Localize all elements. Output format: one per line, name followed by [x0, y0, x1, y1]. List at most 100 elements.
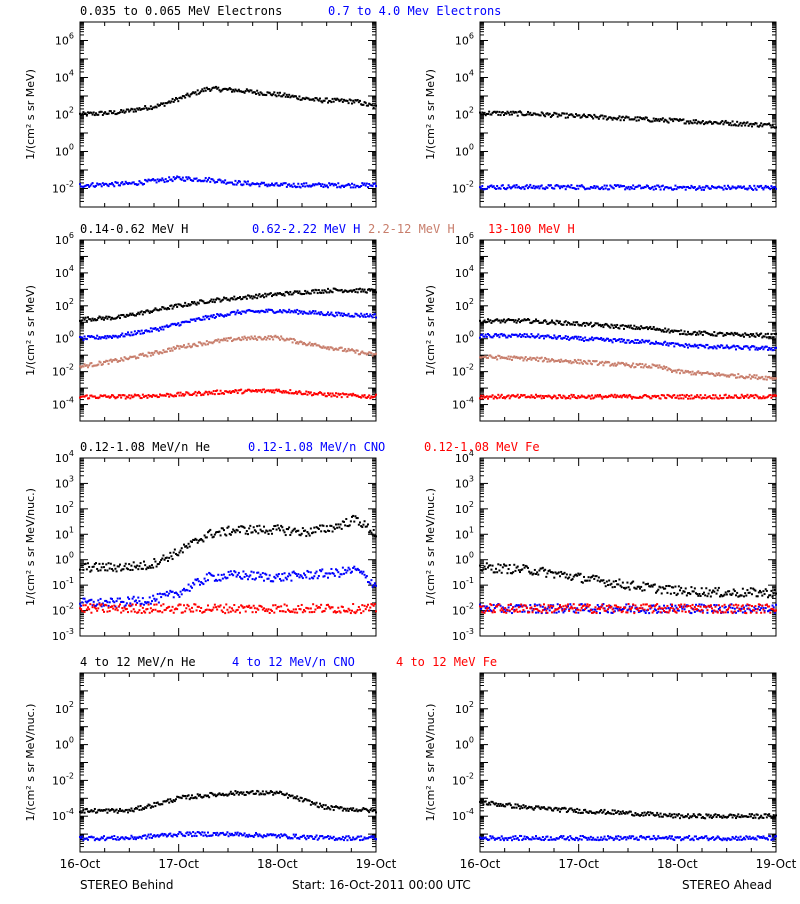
data-point — [129, 334, 131, 336]
data-point — [229, 300, 231, 302]
data-point — [569, 360, 571, 362]
data-point — [279, 339, 281, 341]
data-point — [84, 598, 86, 600]
data-point — [217, 338, 219, 340]
data-point — [188, 605, 190, 607]
data-point — [589, 395, 591, 397]
data-point — [162, 102, 164, 104]
data-point — [673, 188, 675, 190]
data-point — [361, 526, 363, 528]
data-point — [644, 118, 646, 120]
data-point — [337, 571, 339, 573]
data-point — [129, 397, 131, 399]
data-point — [358, 606, 360, 608]
data-point — [664, 341, 666, 343]
data-point — [648, 340, 650, 342]
data-point — [176, 608, 178, 610]
data-point — [200, 342, 202, 344]
data-point — [106, 611, 108, 613]
data-point — [642, 366, 644, 368]
data-point — [736, 376, 738, 378]
data-point — [184, 393, 186, 395]
data-point — [375, 353, 377, 355]
data-point — [290, 580, 292, 582]
data-point — [164, 559, 166, 561]
data-point — [102, 609, 104, 611]
data-point — [590, 322, 592, 324]
data-point — [90, 112, 92, 114]
data-point — [718, 398, 720, 400]
data-point — [93, 566, 95, 568]
data-point — [160, 328, 162, 330]
data-point — [92, 182, 94, 184]
data-point — [191, 346, 193, 348]
data-point — [172, 606, 174, 608]
data-point — [658, 186, 660, 188]
data-point — [84, 335, 86, 337]
data-point — [369, 607, 371, 609]
data-point — [681, 370, 683, 372]
data-point — [192, 611, 194, 613]
data-point — [277, 92, 279, 94]
data-point — [121, 333, 123, 335]
data-point — [479, 397, 481, 399]
y-tick-label: 104 — [55, 449, 74, 465]
data-point — [349, 609, 351, 611]
data-point — [213, 390, 215, 392]
data-point — [137, 183, 139, 185]
data-point — [633, 342, 635, 344]
data-point — [158, 602, 160, 604]
data-point — [244, 92, 246, 94]
data-point — [242, 338, 244, 340]
data-point — [220, 534, 222, 536]
data-point — [697, 370, 699, 372]
data-point — [148, 601, 150, 603]
data-point — [180, 550, 182, 552]
data-point — [550, 321, 552, 323]
data-point — [566, 113, 568, 115]
data-point — [214, 534, 216, 536]
data-point — [544, 115, 546, 117]
data-point — [696, 332, 698, 334]
data-point — [486, 336, 488, 338]
data-point — [333, 101, 335, 103]
data-point — [663, 188, 665, 190]
data-point — [573, 321, 575, 323]
data-point — [712, 334, 714, 336]
data-point — [773, 336, 775, 338]
data-point — [566, 338, 568, 340]
data-point — [341, 289, 343, 291]
data-point — [346, 611, 348, 613]
data-point — [337, 523, 339, 525]
data-point — [213, 536, 215, 538]
data-point — [278, 94, 280, 96]
data-point — [688, 122, 690, 124]
data-point — [527, 111, 529, 113]
data-point — [284, 572, 286, 574]
data-point — [196, 177, 198, 179]
data-point — [132, 569, 134, 571]
data-point — [232, 609, 234, 611]
data-point — [601, 361, 603, 363]
data-point — [150, 355, 152, 357]
data-point — [103, 566, 105, 568]
data-point — [218, 315, 220, 317]
data-point — [96, 319, 98, 321]
data-point — [357, 291, 359, 293]
data-point — [540, 395, 542, 397]
data-point — [631, 398, 633, 400]
data-point — [102, 563, 104, 565]
data-point — [192, 180, 194, 182]
data-point — [692, 122, 694, 124]
data-point — [665, 397, 667, 399]
data-point — [216, 181, 218, 183]
data-point — [372, 586, 374, 588]
data-point — [370, 579, 372, 581]
data-point — [300, 608, 302, 610]
data-point — [623, 119, 625, 121]
data-point — [654, 185, 656, 187]
data-point — [695, 396, 697, 398]
data-point — [119, 317, 121, 319]
data-point — [143, 108, 145, 110]
